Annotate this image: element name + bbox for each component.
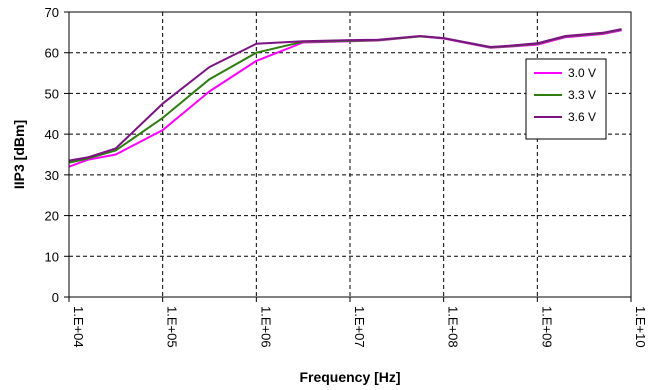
x-tick-label: 1.E+09 [539, 306, 554, 348]
legend-label: 3.0 V [568, 66, 596, 80]
legend: 3.0 V 3.3 V 3.6 V [525, 58, 607, 140]
x-tick-label: 1.E+07 [352, 306, 367, 348]
x-tick-label: 1.E+06 [258, 306, 273, 348]
x-tick-label: 1.E+05 [165, 306, 180, 348]
series-lines [68, 28, 622, 168]
x-tick-label: 1.E+08 [446, 306, 461, 348]
y-tick-label: 10 [45, 249, 59, 264]
series-line-3 [68, 28, 622, 162]
legend-label: 3.3 V [568, 88, 596, 102]
x-tick-label: 1.E+04 [71, 306, 86, 348]
x-axis-ticks: 1.E+04 1.E+05 1.E+06 1.E+07 1.E+08 1.E+09 1.E+… [68, 297, 648, 348]
y-tick-label: 50 [45, 86, 59, 101]
y-tick-label: 0 [52, 290, 59, 305]
y-tick-label: 40 [45, 127, 59, 142]
y-tick-label: 70 [45, 5, 59, 20]
y-axis-ticks: 0 10 20 30 40 50 60 70 [45, 5, 69, 305]
x-axis-title: Frequency [Hz] [299, 369, 400, 385]
x-tick-label: 1.E+10 [633, 306, 648, 348]
legend-label: 3.6 V [568, 110, 596, 124]
grid-lines [69, 12, 631, 297]
y-axis-title: IIP3 [dBm] [11, 120, 27, 189]
y-tick-label: 60 [45, 46, 59, 61]
y-tick-label: 20 [45, 209, 59, 224]
y-tick-label: 30 [45, 168, 59, 183]
